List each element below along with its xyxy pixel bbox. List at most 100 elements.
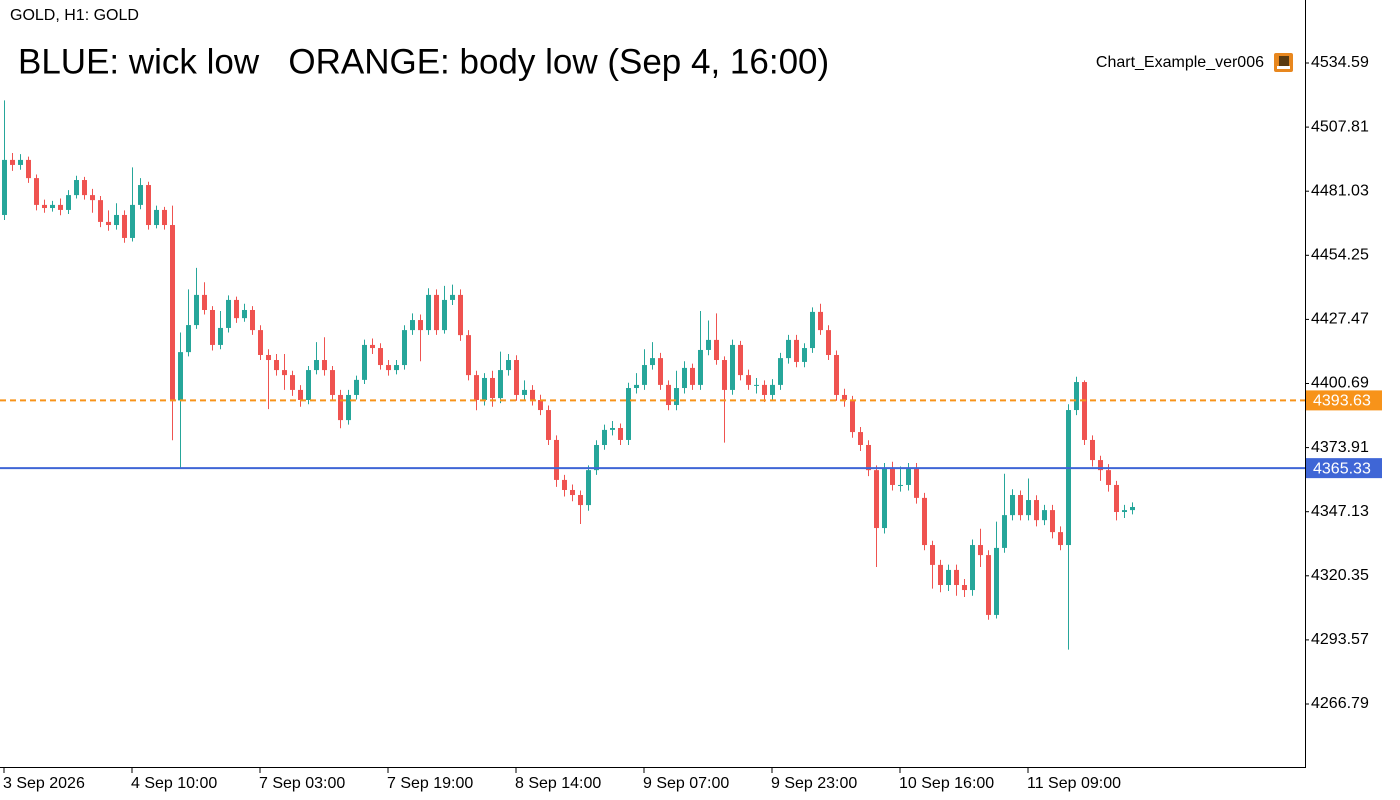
candle-body [658,358,663,385]
candle-body [218,327,223,345]
candle-body [146,185,151,226]
x-tick-label: 7 Sep 19:00 [387,775,473,792]
candle-body [330,370,335,395]
candle-body [418,320,423,331]
candle-body [714,339,719,361]
candle-body [306,370,311,400]
candle-body [594,444,599,471]
candle-body [410,320,415,331]
candle-body [946,569,951,586]
candle-body [498,370,503,399]
candle-body [1114,484,1119,513]
candle-body [274,360,279,371]
candle-body [170,225,175,401]
y-tick-label: 4266.79 [1311,695,1369,712]
candle-body [522,389,527,395]
candle-body [570,489,575,496]
candle-body [850,399,855,433]
candle-body [506,360,511,371]
y-tick-label: 4347.13 [1311,503,1369,520]
candle-body [234,299,239,319]
y-tick-label: 4507.81 [1311,118,1369,135]
candle-body [1042,510,1047,521]
candle-body [682,367,687,389]
candle-body [458,294,463,336]
candle-body [354,379,359,395]
y-tick-label: 4293.57 [1311,631,1369,648]
candle-body [842,394,847,400]
candle-body [10,159,15,165]
candle-body [450,294,455,300]
x-tick-label: 8 Sep 14:00 [515,775,601,792]
candle-body [194,294,199,326]
candle-body [490,377,495,399]
candle-body [746,375,751,385]
candle-body [674,388,679,406]
candle-body [538,399,543,411]
level-price-tag [1306,390,1382,411]
candle-body [642,365,647,385]
level-price-label: 4393.63 [1313,393,1371,410]
y-tick-label: 4373.91 [1311,439,1369,456]
candle-body [290,375,295,390]
candle-body [42,204,47,209]
candle-body [298,389,303,400]
candle-body [610,427,615,430]
candle-body [826,330,831,355]
candle-body [226,299,231,328]
candle-body [154,209,159,226]
y-tick-label: 4320.35 [1311,567,1369,584]
candle-body [34,178,39,205]
candle-body [26,159,31,179]
y-tick-label: 4454.25 [1311,247,1369,264]
candle-body [258,330,263,355]
candle-body [1106,470,1111,485]
level-price-label: 4365.33 [1313,460,1371,477]
candle-body [426,294,431,331]
x-tick-label: 10 Sep 16:00 [899,775,994,792]
candle-body [106,221,111,226]
candle-body [754,384,759,386]
candle-body [338,394,343,421]
candle-body [882,467,887,529]
candle-body [1122,510,1127,513]
candle-body [378,348,383,366]
candle-body [602,429,607,445]
candle-body [802,348,807,362]
candle-body [634,384,639,389]
candle-body [650,358,655,366]
candle-body [858,432,863,445]
candle-body [794,339,799,362]
level-price-tag [1306,458,1382,479]
candle-body [394,365,399,371]
candle-body [1034,500,1039,521]
candle-body [1082,382,1087,440]
candle-body [898,484,903,486]
candle-body [706,339,711,350]
candle-body [322,360,327,371]
candle-body [1074,382,1079,411]
candle-body [938,564,943,586]
candle-body [954,569,959,586]
candle-body [818,311,823,331]
candle-body [370,344,375,349]
candle-body [1002,515,1007,548]
candle-body [1090,439,1095,461]
candle-body [74,180,79,196]
candle-body [266,354,271,361]
candle-body [130,204,135,238]
candle-body [386,365,391,371]
candle-body [786,339,791,359]
candle-body [562,479,567,490]
x-tick-label: 11 Sep 09:00 [1027,775,1121,792]
x-tick-label: 9 Sep 07:00 [643,775,729,792]
candle-body [618,427,623,440]
candle-body [626,388,631,440]
candle-body [2,159,7,215]
candle-body [546,410,551,440]
y-tick-label: 4534.59 [1311,54,1369,71]
x-tick-label: 9 Sep 23:00 [771,775,857,792]
candle-body [1026,500,1031,516]
